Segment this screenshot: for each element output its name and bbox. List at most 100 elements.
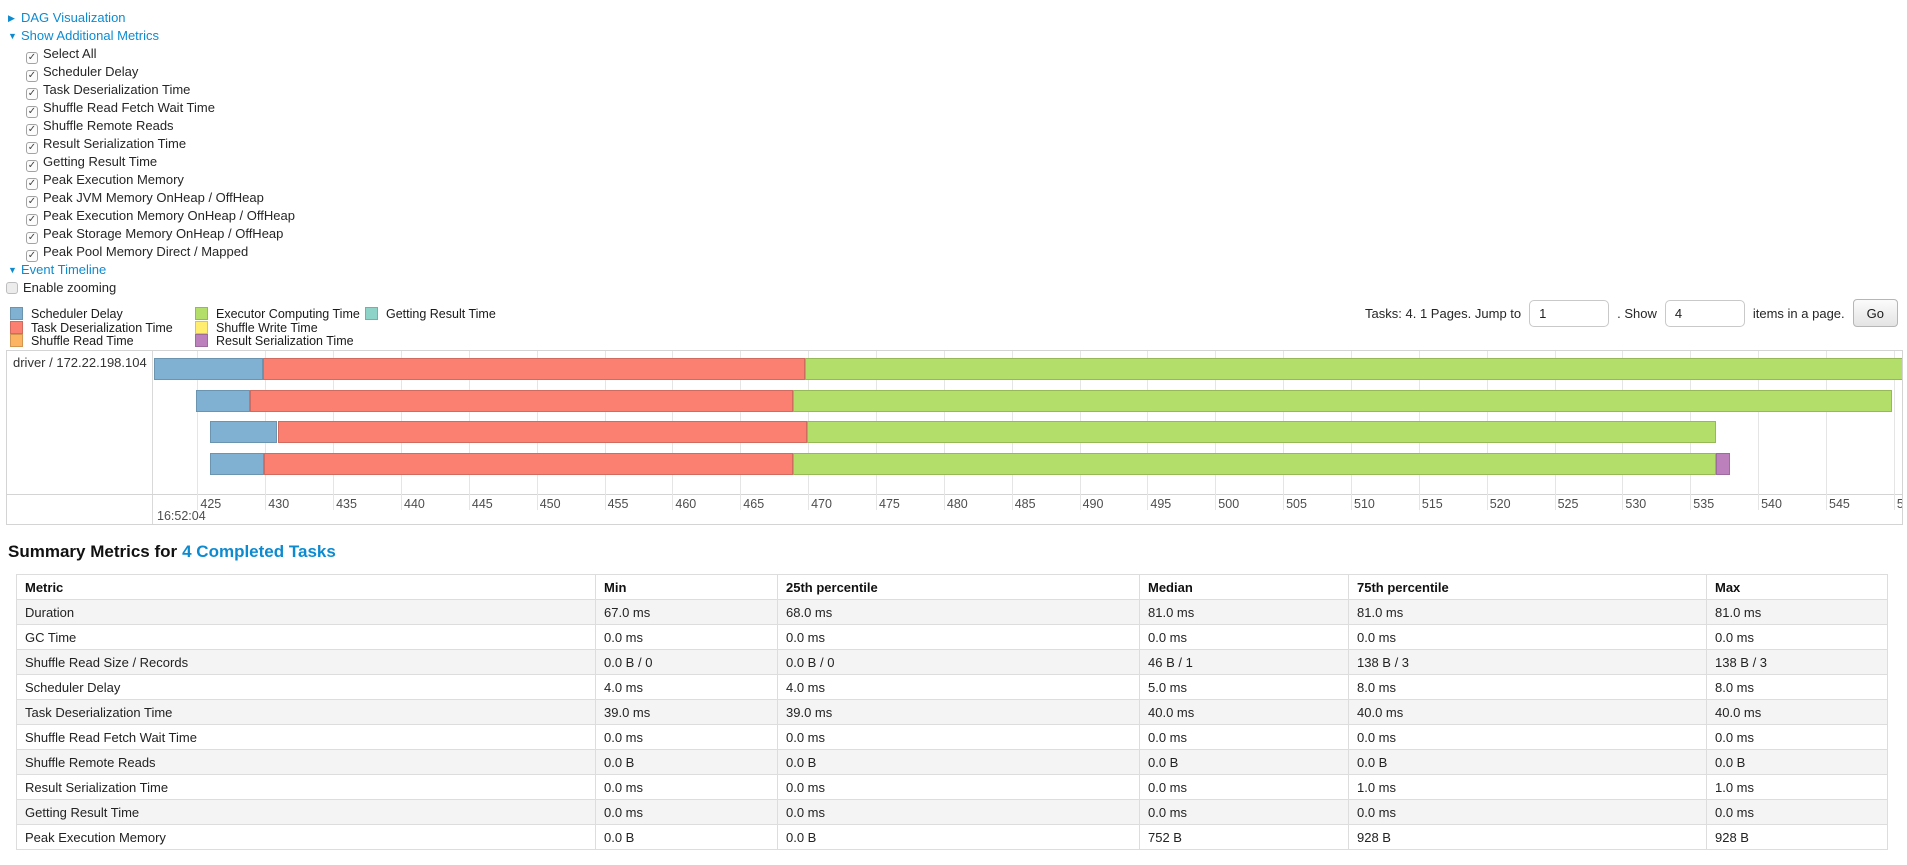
metric-checkbox-item[interactable]: ✓ Scheduler Delay: [26, 63, 1907, 82]
go-button[interactable]: Go: [1852, 299, 1898, 327]
checkbox-checked-icon[interactable]: ✓: [26, 196, 38, 208]
metric-value-cell: 0.0 B: [1706, 749, 1888, 775]
metric-checkbox-label: Select All: [43, 46, 97, 61]
metric-value-cell: 40.0 ms: [1348, 699, 1707, 725]
metric-value-cell: 0.0 ms: [1139, 799, 1349, 825]
checkbox-checked-icon[interactable]: ✓: [26, 214, 38, 226]
tasks-count-text: Tasks: 4. 1 Pages. Jump to: [1365, 305, 1522, 321]
axis-tick-label: 475: [879, 497, 900, 511]
checkbox-checked-icon[interactable]: ✓: [26, 124, 38, 136]
legend-column: Getting Result Time: [365, 307, 496, 321]
dag-visualization-toggle[interactable]: ▶ DAG Visualization: [8, 9, 1907, 27]
metric-value-cell: 1.0 ms: [1348, 774, 1707, 800]
shuffle-read-time-swatch-icon: [10, 334, 23, 347]
metric-checkbox-item[interactable]: ✓ Select All: [26, 45, 1907, 64]
legend-item-result-serialization-time: Result Serialization Time: [195, 334, 360, 348]
checkbox-checked-icon[interactable]: ✓: [26, 88, 38, 100]
axis-tick-label: 435: [336, 497, 357, 511]
summary-col-header: 25th percentile: [777, 574, 1140, 600]
metric-checkbox-label: Result Serialization Time: [43, 136, 187, 151]
metric-value-cell: 46 B / 1: [1139, 649, 1349, 675]
checkbox-checked-icon[interactable]: ✓: [26, 250, 38, 262]
task-bar-segment-executor-computing-time[interactable]: [806, 421, 1717, 443]
show-additional-metrics-label: Show Additional Metrics: [21, 28, 160, 43]
enable-zooming-row[interactable]: Enable zooming: [6, 279, 1907, 297]
items-per-page-input[interactable]: [1664, 299, 1745, 327]
task-bar-segment-executor-computing-time[interactable]: [793, 390, 1893, 412]
task-bar-segment-task-deserialization-time[interactable]: [263, 453, 794, 475]
metric-name-cell: Shuffle Read Fetch Wait Time: [16, 724, 596, 750]
task-pagination: Tasks: 4. 1 Pages. Jump to . Show items …: [1365, 298, 1898, 328]
event-timeline-toggle[interactable]: ▼ Event Timeline: [8, 261, 1907, 279]
metric-value-cell: 0.0 ms: [1348, 799, 1707, 825]
metric-checkbox-item[interactable]: ✓ Getting Result Time: [26, 153, 1907, 172]
metric-value-cell: 81.0 ms: [1139, 599, 1349, 625]
table-row: GC Time 0.0 ms 0.0 ms 0.0 ms 0.0 ms 0.0 ms: [16, 624, 1888, 650]
metric-value-cell: 0.0 B: [595, 824, 778, 850]
axis-tick-label: 540: [1761, 497, 1782, 511]
checkbox-checked-icon[interactable]: ✓: [26, 106, 38, 118]
metric-checkbox-item[interactable]: ✓ Peak Execution Memory: [26, 171, 1907, 190]
completed-tasks-link[interactable]: 4 Completed Tasks: [182, 542, 336, 561]
result-serialization-time-swatch-icon: [195, 334, 208, 347]
summary-header-row: Metric Min 25th percentile Median 75th perce…: [16, 574, 1888, 600]
collapsed-arrow-icon: ▶: [8, 13, 15, 23]
metric-checkbox-label: Peak Pool Memory Direct / Mapped: [43, 244, 249, 259]
task-bar-segment-executor-computing-time[interactable]: [805, 358, 1902, 380]
metric-name-cell: Duration: [16, 599, 596, 625]
metric-value-cell: 752 B: [1139, 824, 1349, 850]
checkbox-checked-icon[interactable]: ✓: [26, 52, 38, 64]
metric-checkbox-item[interactable]: ✓ Task Deserialization Time: [26, 81, 1907, 100]
metric-name-cell: Result Serialization Time: [16, 774, 596, 800]
metric-value-cell: 40.0 ms: [1139, 699, 1349, 725]
metric-value-cell: 4.0 ms: [777, 674, 1140, 700]
task-bar-segment-task-deserialization-time[interactable]: [277, 421, 807, 443]
metric-value-cell: 138 B / 3: [1706, 649, 1888, 675]
metric-value-cell: 0.0 ms: [1706, 624, 1888, 650]
checkbox-checked-icon[interactable]: ✓: [26, 70, 38, 82]
dag-visualization-label: DAG Visualization: [21, 10, 126, 25]
metric-value-cell: 0.0 ms: [595, 799, 778, 825]
metric-value-cell: 0.0 ms: [777, 799, 1140, 825]
task-bar-segment-executor-computing-time[interactable]: [793, 453, 1717, 475]
table-row: Shuffle Read Fetch Wait Time 0.0 ms 0.0 ms…: [16, 724, 1888, 750]
task-bar-segment-scheduler-delay[interactable]: [209, 453, 264, 475]
metric-checkbox-item[interactable]: ✓ Result Serialization Time: [26, 135, 1907, 154]
task-bar-segment-task-deserialization-time[interactable]: [250, 390, 794, 412]
task-bar-segment-scheduler-delay[interactable]: [209, 421, 278, 443]
summary-col-header: Metric: [16, 574, 596, 600]
metric-value-cell: 138 B / 3: [1348, 649, 1707, 675]
metric-checkbox-item[interactable]: ✓ Shuffle Remote Reads: [26, 117, 1907, 136]
axis-tick-label: 545: [1829, 497, 1850, 511]
checkbox-checked-icon[interactable]: ✓: [26, 160, 38, 172]
axis-tick-label: 425: [200, 497, 222, 511]
metric-value-cell: 39.0 ms: [595, 699, 778, 725]
checkbox-checked-icon[interactable]: ✓: [26, 178, 38, 190]
jump-to-page-input[interactable]: [1529, 299, 1610, 327]
metric-checkbox-item[interactable]: ✓ Peak Execution Memory OnHeap / OffHeap: [26, 207, 1907, 226]
executor-computing-time-swatch-icon: [195, 307, 208, 320]
axis-gridline: [197, 351, 199, 510]
metric-checkbox-item[interactable]: ✓ Shuffle Read Fetch Wait Time: [26, 99, 1907, 118]
task-bar-segment-result-serialization-time[interactable]: [1716, 453, 1730, 475]
checkbox-checked-icon[interactable]: ✓: [26, 232, 38, 244]
axis-tick-label: 530: [1625, 497, 1647, 511]
metric-value-cell: 0.0 B / 0: [777, 649, 1140, 675]
axis-tick-label: 465: [743, 497, 765, 511]
task-bar-segment-task-deserialization-time[interactable]: [262, 358, 806, 380]
metric-checkbox-item[interactable]: ✓ Peak Storage Memory OnHeap / OffHeap: [26, 225, 1907, 244]
show-additional-metrics-toggle[interactable]: ▼ Show Additional Metrics: [8, 27, 1907, 45]
checkbox-unchecked-icon[interactable]: [6, 282, 18, 294]
task-bar-segment-scheduler-delay[interactable]: [196, 390, 251, 412]
task-deserialization-time-swatch-icon: [10, 320, 23, 334]
timeline-plot: 425 430 435 440 445 450 455 460 465 470 475 480 485 4…: [154, 351, 1902, 524]
task-bar-segment-scheduler-delay[interactable]: [154, 358, 263, 380]
axis-tick-label: 510: [1354, 497, 1375, 511]
checkbox-checked-icon[interactable]: ✓: [26, 142, 38, 154]
metric-name-cell: Shuffle Remote Reads: [16, 749, 596, 775]
axis-gridline: [1758, 351, 1760, 510]
metric-name-cell: Peak Execution Memory: [16, 824, 596, 850]
metric-checkbox-item[interactable]: ✓ Peak Pool Memory Direct / Mapped: [26, 243, 1907, 262]
summary-metrics-table: Metric Min 25th percentile Median 75th perce…: [16, 574, 1888, 850]
metric-checkbox-item[interactable]: ✓ Peak JVM Memory OnHeap / OffHeap: [26, 189, 1907, 208]
